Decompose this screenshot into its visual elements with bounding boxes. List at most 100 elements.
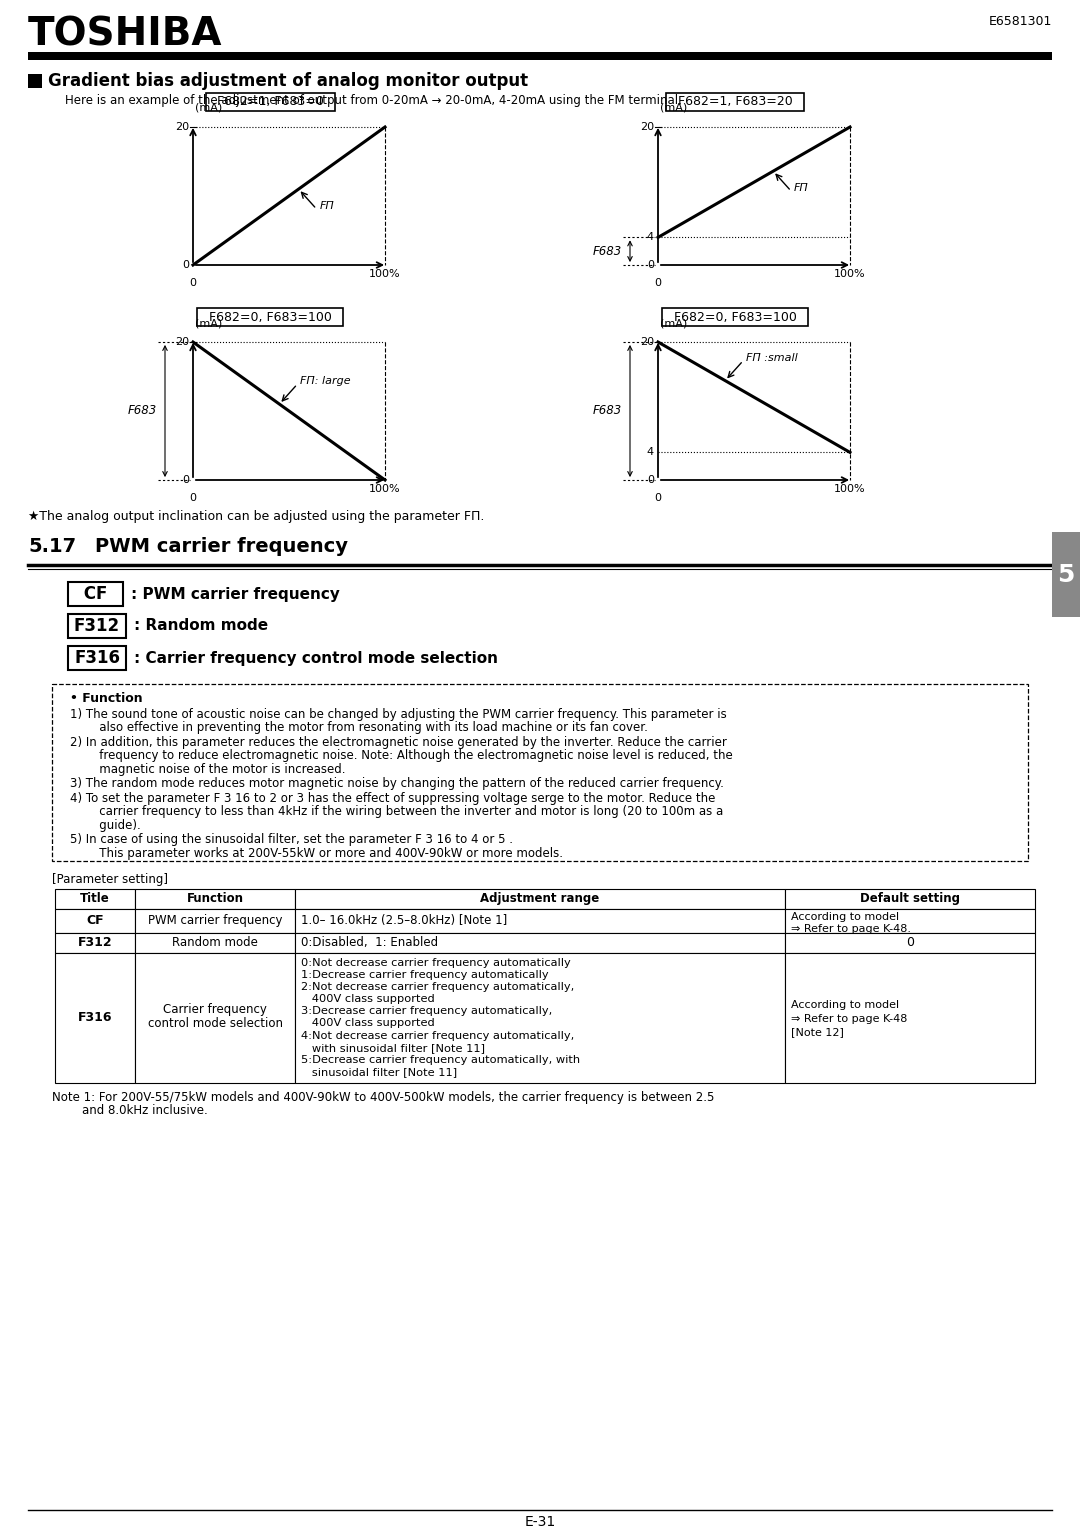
Text: [Note 12]: [Note 12] [791,1028,843,1037]
Polygon shape [68,647,126,669]
Polygon shape [28,52,1052,60]
Text: 3:Decrease carrier frequency automatically,: 3:Decrease carrier frequency automatical… [301,1007,552,1016]
Polygon shape [135,908,295,933]
Text: PWM carrier frequency: PWM carrier frequency [148,915,282,927]
Text: 0: 0 [183,260,189,270]
Text: F316: F316 [75,650,120,666]
Text: Title: Title [80,892,110,905]
Text: FΠ: FΠ [794,184,809,193]
Text: magnetic noise of the motor is increased.: magnetic noise of the motor is increased… [87,763,346,777]
Text: 400V class supported: 400V class supported [301,1019,435,1028]
Polygon shape [68,614,126,637]
Text: CF: CF [86,915,104,927]
Text: 4:Not decrease carrier frequency automatically,: 4:Not decrease carrier frequency automat… [301,1031,575,1040]
Text: 1:Decrease carrier frequency automatically: 1:Decrease carrier frequency automatical… [301,970,549,979]
Text: CF: CF [78,585,113,604]
Polygon shape [785,908,1035,933]
Text: 0:Disabled,  1: Enabled: 0:Disabled, 1: Enabled [301,936,438,948]
Text: • Function: • Function [70,692,143,705]
Text: (mA): (mA) [660,319,687,328]
Polygon shape [135,953,295,1083]
Polygon shape [55,953,135,1083]
Text: Here is an example of the adjustment of output from 0-20mA → 20-0mA, 4-20mA usin: Here is an example of the adjustment of … [65,93,681,107]
Polygon shape [52,683,1028,861]
Text: 0: 0 [183,475,189,486]
Text: control mode selection: control mode selection [148,1017,283,1030]
Text: 0: 0 [647,260,654,270]
Polygon shape [785,953,1035,1083]
Polygon shape [666,93,804,110]
Text: F683: F683 [129,404,158,418]
Text: E6581301: E6581301 [988,15,1052,28]
Text: Function: Function [187,892,243,905]
Text: F682=0, F683=100: F682=0, F683=100 [208,311,332,323]
Text: 3) The random mode reduces motor magnetic noise by changing the pattern of the r: 3) The random mode reduces motor magneti… [70,778,724,791]
Polygon shape [205,93,335,110]
Text: According to model: According to model [791,913,900,922]
Text: Default setting: Default setting [860,892,960,905]
Text: 20: 20 [175,337,189,348]
Text: According to model: According to model [791,999,900,1010]
Text: This parameter works at 200V-55kW or more and 400V-90kW or more models.: This parameter works at 200V-55kW or mor… [87,847,563,859]
Text: (mA): (mA) [660,103,687,113]
Text: 5: 5 [1057,562,1075,587]
Text: 100%: 100% [369,484,401,493]
Text: and 8.0kHz inclusive.: and 8.0kHz inclusive. [52,1103,207,1117]
Text: (mA): (mA) [195,103,222,113]
Text: : Carrier frequency control mode selection: : Carrier frequency control mode selecti… [134,651,498,665]
Text: 100%: 100% [834,484,866,493]
Polygon shape [55,908,135,933]
Polygon shape [295,953,785,1083]
Text: ⇒ Refer to page K-48.: ⇒ Refer to page K-48. [791,924,912,935]
Text: ★The analog output inclination can be adjusted using the parameter FΠ.: ★The analog output inclination can be ad… [28,510,484,522]
Polygon shape [785,889,1035,908]
Text: 0: 0 [654,277,661,288]
Text: frequency to reduce electromagnetic noise. Note: Although the electromagnetic no: frequency to reduce electromagnetic nois… [87,749,732,763]
Text: F683: F683 [593,404,622,418]
Polygon shape [785,933,1035,953]
Text: [Parameter setting]: [Parameter setting] [52,873,168,885]
Text: 400V class supported: 400V class supported [301,994,435,1003]
Text: Gradient bias adjustment of analog monitor output: Gradient bias adjustment of analog monit… [48,72,528,90]
Text: 20: 20 [175,123,189,132]
Text: F682=1, F683=0: F682=1, F683=0 [217,95,323,109]
Text: 100%: 100% [369,270,401,279]
Text: FΠ: FΠ [320,201,335,211]
Text: sinusoidal filter [Note 11]: sinusoidal filter [Note 11] [301,1068,457,1077]
Polygon shape [68,582,123,607]
Text: 0: 0 [189,493,197,502]
Text: F682=1, F683=20: F682=1, F683=20 [677,95,793,109]
Text: also effective in preventing the motor from resonating with its load machine or : also effective in preventing the motor f… [87,722,648,734]
Text: 5:Decrease carrier frequency automatically, with: 5:Decrease carrier frequency automatical… [301,1056,580,1065]
Text: 0:Not decrease carrier frequency automatically: 0:Not decrease carrier frequency automat… [301,958,570,968]
Polygon shape [55,933,135,953]
Text: 1.0– 16.0kHz (2.5–8.0kHz) [Note 1]: 1.0– 16.0kHz (2.5–8.0kHz) [Note 1] [301,915,508,927]
Text: Adjustment range: Adjustment range [481,892,599,905]
Polygon shape [135,889,295,908]
Text: 0: 0 [654,493,661,502]
Text: 0: 0 [647,475,654,486]
Text: 4: 4 [647,233,654,242]
Text: Carrier frequency: Carrier frequency [163,1003,267,1016]
Text: FΠ :small: FΠ :small [746,352,798,363]
Text: 1) The sound tone of acoustic noise can be changed by adjusting the PWM carrier : 1) The sound tone of acoustic noise can … [70,708,727,722]
Text: 2:Not decrease carrier frequency automatically,: 2:Not decrease carrier frequency automat… [301,982,575,991]
Text: 5.17: 5.17 [28,538,76,556]
Text: ⇒ Refer to page K-48: ⇒ Refer to page K-48 [791,1014,907,1023]
Text: : PWM carrier frequency: : PWM carrier frequency [131,587,340,602]
Text: carrier frequency to less than 4kHz if the wiring between the inverter and motor: carrier frequency to less than 4kHz if t… [87,806,724,818]
Text: 100%: 100% [834,270,866,279]
Text: 2) In addition, this parameter reduces the electromagnetic noise generated by th: 2) In addition, this parameter reduces t… [70,735,727,749]
Text: F683: F683 [593,245,622,257]
Text: with sinusoidal filter [Note 11]: with sinusoidal filter [Note 11] [301,1043,485,1052]
Polygon shape [295,889,785,908]
Text: 5) In case of using the sinusoidal filter, set the parameter F 3 16 to 4 or 5 .: 5) In case of using the sinusoidal filte… [70,833,513,847]
Polygon shape [295,908,785,933]
Polygon shape [28,74,42,87]
Text: 4) To set the parameter F 3 16 to 2 or 3 has the effect of suppressing voltage s: 4) To set the parameter F 3 16 to 2 or 3… [70,792,715,804]
Text: 0: 0 [189,277,197,288]
Text: F682=0, F683=100: F682=0, F683=100 [674,311,796,323]
Text: 4: 4 [647,447,654,458]
Text: (mA): (mA) [195,319,222,328]
Polygon shape [197,308,343,326]
